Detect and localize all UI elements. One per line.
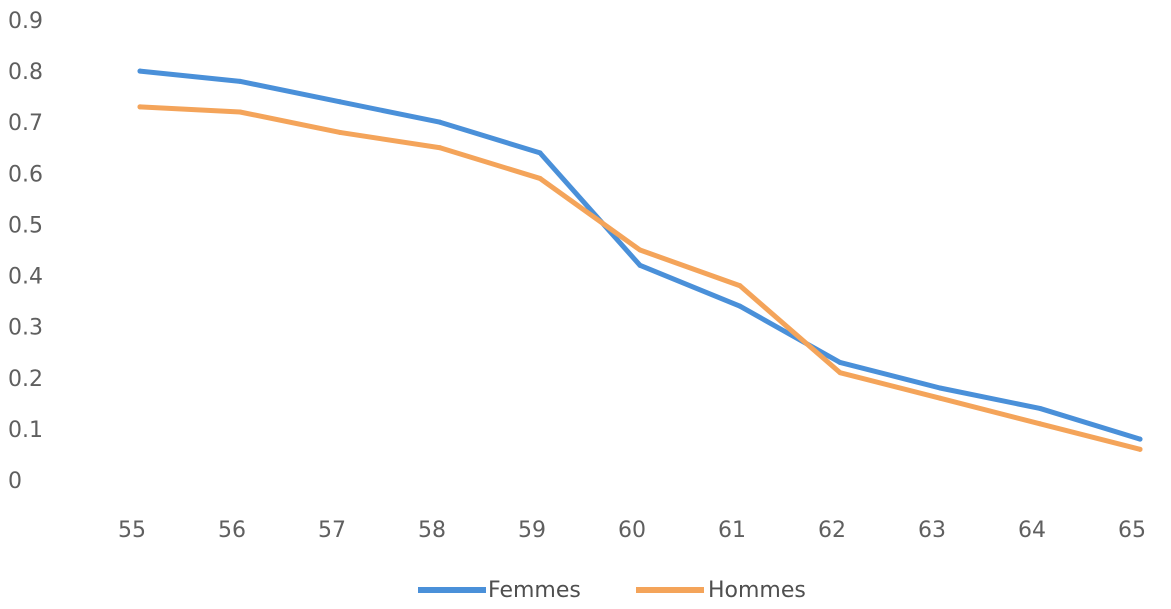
data-point-hommes	[237, 109, 243, 115]
data-point-hommes	[1137, 446, 1143, 452]
data-point-femmes	[337, 99, 343, 105]
series-hommes	[137, 104, 1143, 452]
x-tick-label: 55	[118, 518, 146, 543]
y-tick-label: 0.9	[8, 9, 43, 34]
data-point-femmes	[837, 359, 843, 365]
data-point-hommes	[637, 247, 643, 253]
data-point-hommes	[437, 145, 443, 151]
x-tick-label: 59	[518, 518, 546, 543]
x-tick-label: 64	[1018, 518, 1046, 543]
x-axis-tick-labels: 55 56 57 58 59 60 61 62 63 64 65	[118, 518, 1146, 543]
data-point-femmes	[737, 303, 743, 309]
y-tick-label: 0.6	[8, 162, 43, 187]
y-tick-label: 0.1	[8, 418, 43, 443]
data-point-hommes	[337, 129, 343, 135]
y-tick-label: 0.8	[8, 60, 43, 85]
data-point-hommes	[837, 370, 843, 376]
y-tick-label: 0.5	[8, 213, 43, 238]
data-point-femmes	[137, 68, 143, 74]
series-line-femmes	[137, 68, 1143, 442]
data-point-hommes	[537, 175, 543, 181]
x-tick-label: 65	[1118, 518, 1146, 543]
legend-item-hommes: Hommes	[636, 578, 806, 603]
data-point-femmes	[1137, 436, 1143, 442]
data-point-femmes	[637, 262, 643, 268]
data-point-femmes	[437, 119, 443, 125]
legend-item-femmes: Femmes	[418, 578, 581, 603]
data-point-hommes	[137, 104, 143, 110]
legend-label: Hommes	[708, 578, 806, 603]
x-tick-label: 56	[218, 518, 246, 543]
y-tick-label: 0.3	[8, 316, 43, 341]
data-point-hommes	[1037, 421, 1043, 427]
data-point-femmes	[537, 150, 543, 156]
y-axis-tick-labels: 0 0.1 0.2 0.3 0.4 0.5 0.6 0.7 0.8 0.9	[8, 9, 43, 494]
x-tick-label: 58	[418, 518, 446, 543]
x-tick-label: 57	[318, 518, 346, 543]
legend-label: Femmes	[488, 578, 581, 603]
y-tick-label: 0.7	[8, 111, 43, 136]
series-femmes	[137, 68, 1143, 442]
series-lines	[137, 68, 1143, 452]
y-tick-label: 0	[8, 469, 22, 494]
data-point-hommes	[937, 395, 943, 401]
data-point-femmes	[937, 385, 943, 391]
x-tick-label: 61	[718, 518, 746, 543]
y-tick-label: 0.4	[8, 265, 43, 290]
x-tick-label: 60	[618, 518, 646, 543]
y-tick-label: 0.2	[8, 367, 43, 392]
data-point-hommes	[737, 283, 743, 289]
legend: Femmes Hommes	[418, 578, 806, 603]
x-tick-label: 62	[818, 518, 846, 543]
data-point-femmes	[237, 78, 243, 84]
x-tick-label: 63	[918, 518, 946, 543]
data-point-femmes	[1037, 405, 1043, 411]
